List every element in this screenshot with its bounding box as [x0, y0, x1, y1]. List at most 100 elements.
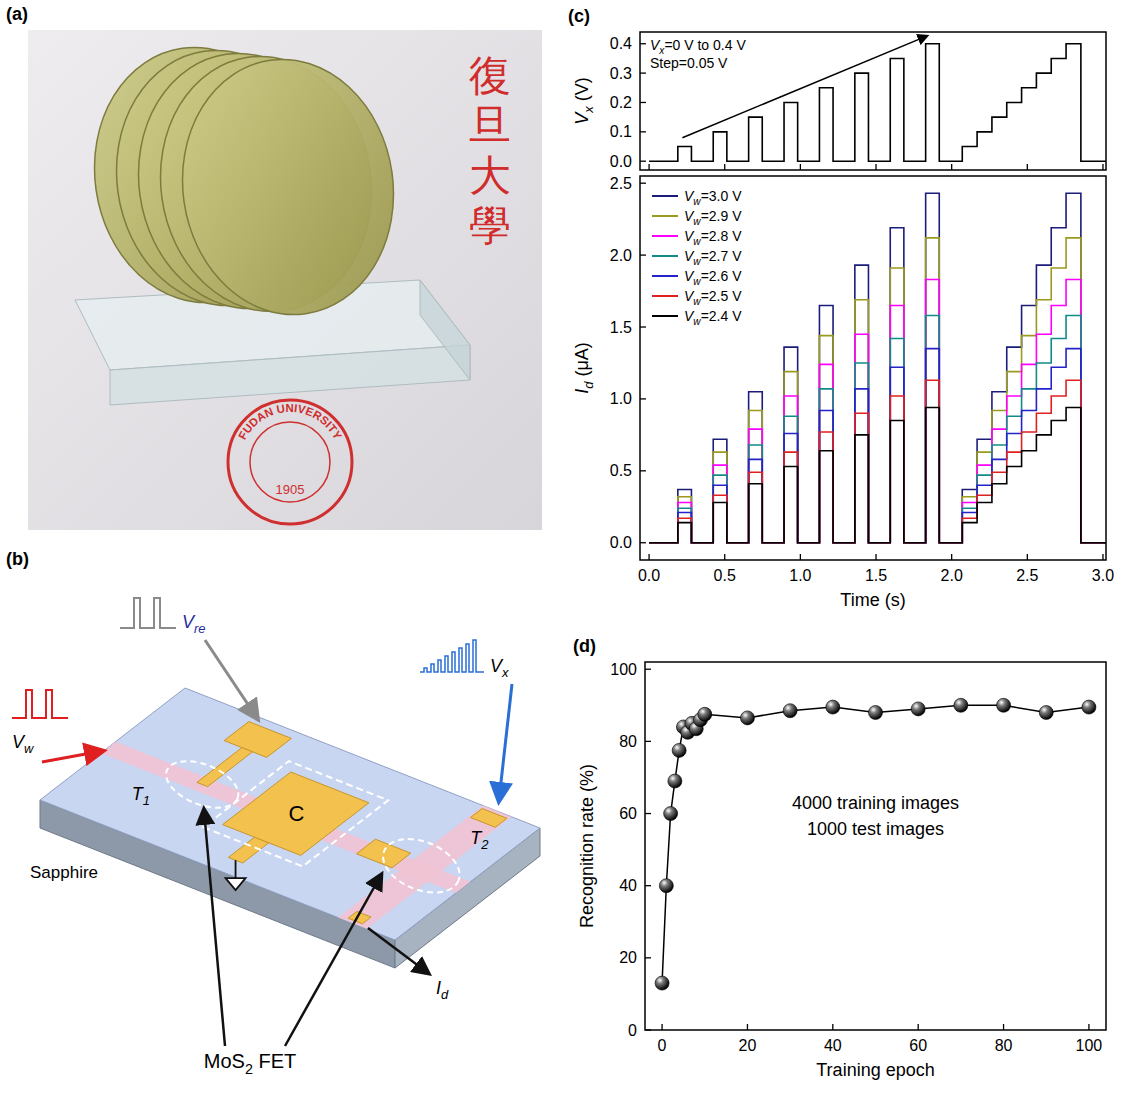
annotation: 4000 training images: [792, 793, 959, 813]
text-run: (μA): [572, 342, 592, 381]
x-tick: [648, 164, 649, 170]
plot-data: [649, 44, 1106, 161]
text-run: FET: [253, 1050, 296, 1072]
data-line: [649, 408, 1106, 543]
y-tick: [640, 542, 646, 543]
photo-panel: (a)復旦大學FUDAN UNIVERSITY1905: [6, 4, 542, 530]
y-tick-label: 0.0: [610, 153, 632, 170]
plot-frame: [640, 176, 1106, 560]
x-tick: [832, 1024, 833, 1030]
data-point: [783, 704, 797, 718]
input-arrow: [205, 640, 257, 718]
x-tick: [800, 554, 801, 560]
y-tick: [645, 885, 651, 886]
y-axis-title: Id (μA): [572, 342, 596, 394]
data-point: [655, 976, 669, 990]
stamp-text: FUDAN UNIVERSITY: [236, 402, 344, 442]
ground-symbol: [226, 860, 246, 890]
text-run: =2.8 V: [701, 228, 743, 244]
diagram-panel: (b)CT1T2SapphireMoS2 FETVreVwVxId: [6, 549, 540, 1077]
substrate-top: [40, 688, 540, 940]
device-label: MoS2 FET: [204, 1050, 296, 1077]
figure: (a)復旦大學FUDAN UNIVERSITY1905(b)CT1T2Sapph…: [0, 0, 1128, 1106]
x-tick-label: 80: [995, 1037, 1013, 1054]
text-run: 大: [469, 152, 511, 199]
output-label: Id: [436, 978, 449, 1002]
x-tick: [1027, 554, 1028, 560]
y-tick-label: 20: [619, 949, 637, 966]
y-tick: [645, 741, 651, 742]
x-tick: [661, 1024, 662, 1030]
x-axis-title: Time (s): [840, 590, 905, 610]
text-run: re: [194, 621, 206, 636]
transistor-outline: [375, 829, 467, 903]
text-run: 2: [245, 1061, 253, 1077]
text-run: =0 V to 0.4 V: [664, 37, 746, 53]
x-tick-label: 60: [909, 1037, 927, 1054]
y-tick-label: 0.3: [610, 65, 632, 82]
y-axis-title: Recognition rate (%): [577, 764, 597, 928]
text-run: =2.5 V: [701, 288, 743, 304]
chart: 0.00.10.20.30.4(c)Vx (V)Vx=0 V to 0.4 VS…: [568, 6, 1106, 170]
y-tick-label: 100: [610, 661, 637, 678]
stamp-ring: [228, 400, 352, 524]
data-point: [659, 879, 673, 893]
data-line: [662, 705, 1089, 983]
y-tick: [645, 669, 651, 670]
data-line: [649, 349, 1106, 543]
wafer: [166, 46, 410, 329]
x-tick-label: 0.0: [638, 567, 660, 584]
legend-swatch: [652, 215, 678, 217]
text-run: =2.7 V: [701, 248, 743, 264]
data-line: [649, 238, 1106, 543]
legend-label: Vw=2.8 V: [684, 228, 742, 247]
text-run: =3.0 V: [701, 188, 743, 204]
capacitor-label: C: [289, 801, 305, 826]
holder-front: [110, 345, 470, 405]
text-run: 復: [469, 52, 511, 99]
stamp-text: 1905: [276, 482, 305, 497]
data-point: [1039, 706, 1053, 720]
text-run: =2.4 V: [701, 308, 743, 324]
text-run: MoS: [204, 1050, 245, 1072]
input-label: Vx: [490, 656, 509, 680]
y-tick-label: 0.2: [610, 94, 632, 111]
x-axis-title: Training epoch: [816, 1060, 934, 1080]
x-tick: [951, 554, 952, 560]
data-line: [649, 316, 1106, 543]
capacitor-box: [203, 761, 388, 866]
electrode: [471, 809, 507, 828]
data-point: [740, 711, 754, 725]
electrode: [357, 839, 411, 868]
legend-label: Vw=2.5 V: [684, 288, 742, 307]
mos2-channel: [338, 806, 511, 929]
plot-frame: [645, 662, 1106, 1030]
data-line: [649, 44, 1106, 161]
y-tick-label: 40: [619, 877, 637, 894]
transistor-label: T1: [132, 784, 150, 808]
y-tick: [640, 254, 646, 255]
y-tick: [640, 43, 646, 44]
x-tick: [1102, 164, 1103, 170]
stamp-text-path: FUDAN UNIVERSITY: [236, 402, 344, 442]
panel-label: (d): [573, 636, 596, 656]
y-tick-label: 60: [619, 805, 637, 822]
pointer-arrow: [285, 875, 381, 1046]
stamp-ring: [250, 422, 330, 502]
y-tick: [640, 131, 646, 132]
legend-swatch: [652, 295, 678, 297]
legend-label: Vw=2.4 V: [684, 308, 742, 327]
substrate-label: Sapphire: [30, 863, 98, 882]
y-tick-label: 0.4: [610, 35, 632, 52]
y-tick: [640, 470, 646, 471]
legend-swatch: [652, 255, 678, 257]
y-tick: [640, 102, 646, 103]
annotation: Vx=0 V to 0.4 V: [650, 37, 746, 56]
electrode: [228, 837, 268, 863]
y-tick-label: 0.5: [610, 462, 632, 479]
data-line: [649, 380, 1106, 543]
electrode: [224, 722, 291, 758]
data-line: [649, 280, 1106, 543]
x-tick-label: 0.5: [714, 567, 736, 584]
y-tick: [640, 326, 646, 327]
